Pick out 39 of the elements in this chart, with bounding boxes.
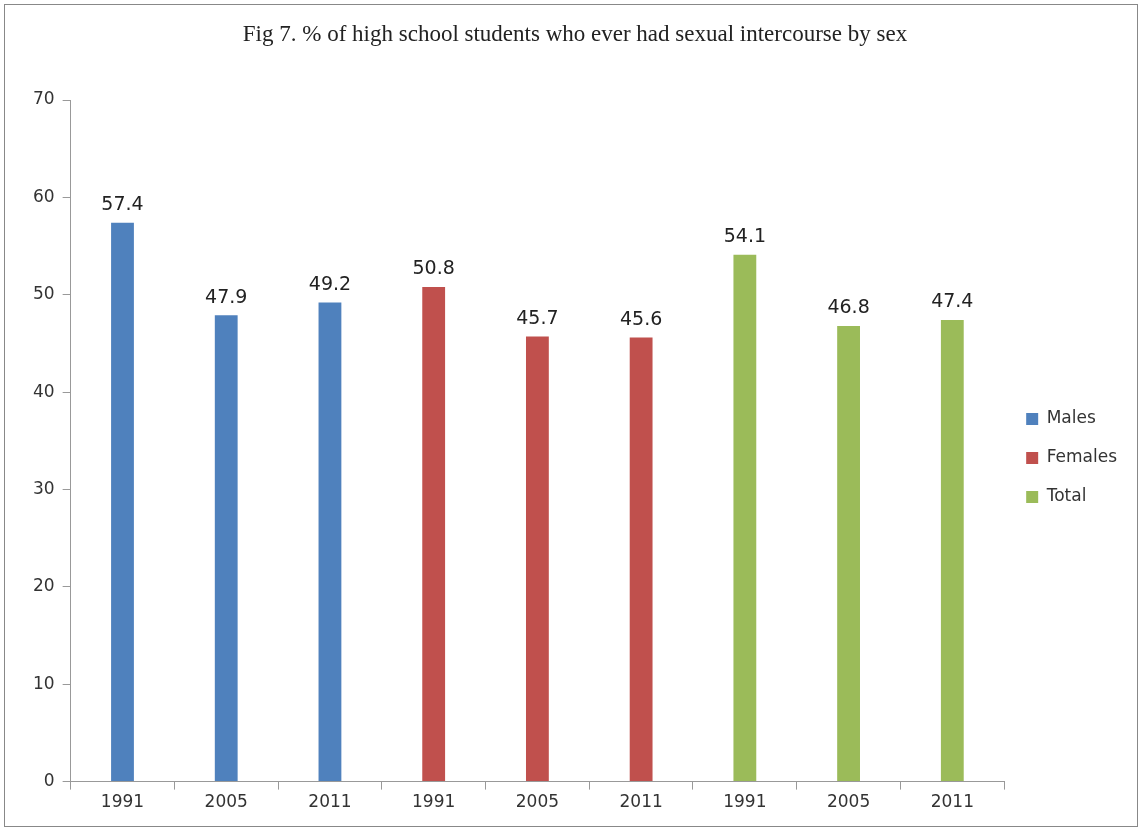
x-tick-label: 2011 <box>930 791 974 812</box>
data-label: 47.4 <box>931 289 974 312</box>
data-label: 45.7 <box>516 306 559 329</box>
x-tick-label: 2005 <box>515 791 560 812</box>
bar <box>525 336 549 782</box>
data-label: 54.1 <box>723 224 767 247</box>
data-label: 47.9 <box>205 284 248 307</box>
x-tick-label: 1991 <box>100 791 145 812</box>
y-tick-label: 10 <box>32 672 55 693</box>
y-tick-label: 40 <box>32 380 55 401</box>
y-tick-label: 50 <box>32 283 55 304</box>
y-tick-label: 20 <box>32 575 55 596</box>
data-label: 49.2 <box>308 271 352 294</box>
y-tick-label: 0 <box>43 770 55 791</box>
bar <box>733 254 757 782</box>
bar <box>629 337 653 782</box>
x-tick-label: 2011 <box>619 791 663 812</box>
y-tick-label: 60 <box>32 185 55 206</box>
y-tick-label: 70 <box>32 88 55 109</box>
bar <box>111 222 134 782</box>
data-label: 45.6 <box>619 307 663 330</box>
x-tick-label: 1991 <box>412 791 456 812</box>
legend-label: Total <box>1045 485 1087 506</box>
legend-label: Males <box>1046 407 1096 428</box>
bar <box>422 286 446 782</box>
bar <box>214 315 238 782</box>
bar <box>940 320 964 782</box>
legend-label: Females <box>1046 446 1118 467</box>
bar <box>837 325 860 782</box>
bar <box>318 302 342 782</box>
x-tick-label: 2005 <box>826 791 871 812</box>
data-label: 46.8 <box>827 295 870 318</box>
chart-title: Fig 7. % of high school students who ever had sexual intercourse by sex <box>241 20 909 48</box>
x-tick-label: 2005 <box>204 791 248 812</box>
x-tick-label: 1991 <box>723 791 767 812</box>
y-tick-label: 30 <box>32 477 55 498</box>
data-label: 57.4 <box>101 192 144 215</box>
data-label: 50.8 <box>412 256 455 279</box>
x-tick-label: 2011 <box>308 791 352 812</box>
